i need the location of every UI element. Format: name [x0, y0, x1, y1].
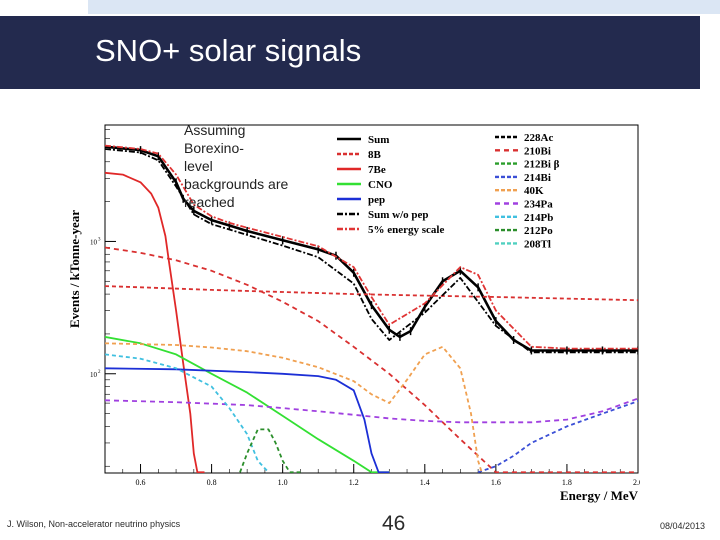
series-8b-line [105, 285, 638, 302]
legend-right-label-212bi: 212Bi β [524, 159, 560, 171]
series-5-energy-scale-line [105, 144, 638, 350]
legend-right-label-234pa: 234Pa [524, 199, 553, 211]
legend-left-label-7be: 7Be [368, 164, 386, 176]
series-212po-line [239, 428, 301, 473]
footer-author: J. Wilson, Non-accelerator neutrino phys… [7, 519, 181, 529]
x-axis-label: Energy / MeV [560, 488, 639, 503]
legend-right-label-210bi: 210Bi [524, 145, 551, 157]
series-sum-w-o-pep-line [105, 148, 638, 354]
series-cno-line [105, 336, 390, 473]
top-accent-strip [88, 0, 720, 14]
series-pep-line [105, 367, 390, 473]
legend-right-label-214pb: 214Pb [524, 212, 553, 224]
x-tick-label: 1.0 [278, 478, 288, 487]
y-tick-label: 10 [90, 371, 98, 379]
legend-right-label-40k: 40K [524, 185, 544, 197]
x-tick-label: 0.6 [136, 478, 146, 487]
x-tick-label: 0.8 [207, 478, 217, 487]
series-214pb-line [105, 353, 270, 473]
legend-left-label-5-energy-scale: 5% energy scale [368, 224, 444, 236]
y-axis-label: Events / kTonne-year [67, 210, 82, 328]
y-tick-label: 10 [90, 238, 98, 246]
legend-right-label-214bi: 214Bi [524, 172, 551, 184]
legend-left-label-sum: Sum [368, 134, 389, 146]
legend-right-label-228ac: 228Ac [524, 132, 553, 144]
footer-date: 08/04/2013 [660, 521, 706, 531]
x-tick-label: 2.0 [633, 478, 640, 487]
x-tick-label: 1.4 [420, 478, 430, 487]
slide-title: SNO+ solar signals [95, 33, 362, 68]
title-banner [0, 16, 700, 89]
series-group [105, 144, 638, 473]
annotation-line: level [184, 158, 213, 174]
series-210bi-line [105, 246, 638, 473]
legend-left-label-8b: 8B [368, 149, 382, 161]
series-234pa-line [105, 397, 638, 424]
annotation-line: reached [184, 194, 235, 210]
page-number: 46 [382, 512, 406, 535]
series-7be-line [105, 171, 205, 473]
legend-right-label-208tl: 208Tl [524, 238, 551, 250]
annotation-line: Borexino- [184, 140, 244, 156]
y-tick-exponent: 2 [98, 370, 101, 375]
series-214bi-line [477, 400, 638, 473]
y-tick-exponent: 3 [98, 237, 101, 242]
legend-left-label-cno: CNO [368, 179, 393, 191]
energy-spectrum-chart: 0.60.81.01.21.41.61.82.0102103Energy / M… [67, 122, 640, 503]
legend-right-label-212po: 212Po [524, 225, 553, 237]
legend-left-label-pep: pep [368, 194, 385, 206]
annotation-line: backgrounds are [184, 176, 289, 192]
annotation-text: Assuming Borexino-level backgrounds are rea… [184, 122, 289, 210]
series-40k-line [105, 342, 483, 473]
x-tick-label: 1.2 [349, 478, 359, 487]
x-tick-label: 1.8 [562, 478, 572, 487]
legend-left-label-sum-w-o-pep: Sum w/o pep [368, 209, 429, 221]
x-tick-label: 1.6 [491, 478, 501, 487]
annotation-line: Assuming [184, 122, 245, 138]
